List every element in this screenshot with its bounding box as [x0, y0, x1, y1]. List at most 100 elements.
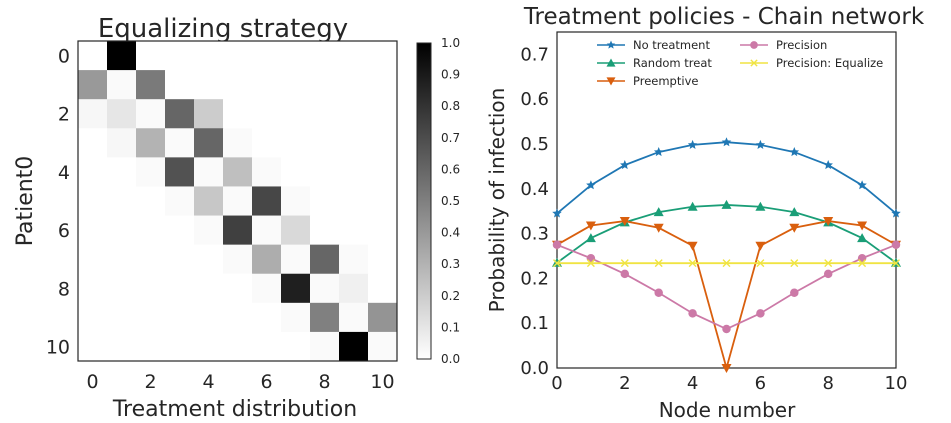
heatmap-cell-8-1	[107, 273, 137, 304]
data-point-marker	[620, 160, 630, 170]
line-chart-x-tick-label: 4	[687, 373, 698, 394]
heatmap-cells	[78, 41, 398, 362]
heatmap-cell-5-3	[165, 186, 195, 216]
legend-label: Preemptive	[633, 74, 698, 88]
data-point-marker	[823, 160, 833, 170]
heatmap-y-tick-label: 6	[58, 220, 70, 242]
heatmap-x-tick-label: 6	[260, 371, 272, 393]
heatmap-cell-2-9	[339, 99, 369, 129]
heatmap-cell-0-7	[281, 41, 311, 71]
data-point-marker	[586, 253, 596, 263]
heatmap-cell-1-10	[368, 70, 398, 100]
heatmap-y-tick-label: 2	[58, 104, 70, 126]
heatmap-cell-1-1	[107, 70, 137, 100]
series-line	[556, 204, 897, 264]
heatmap-title: Equalizing strategy	[98, 14, 348, 44]
colorbar-tick-label: 0.1	[441, 320, 460, 334]
heatmap-cell-5-4	[194, 186, 224, 216]
data-point-marker	[824, 259, 833, 268]
heatmap-cell-6-8	[310, 215, 340, 246]
heatmap-cell-1-0	[78, 70, 108, 100]
data-point-marker	[653, 223, 664, 233]
heatmap-cell-6-0	[78, 215, 108, 246]
data-point-marker	[553, 259, 561, 268]
legend-item: Precision	[740, 38, 827, 52]
heatmap-cell-4-4	[194, 157, 224, 187]
heatmap-cell-3-6	[252, 128, 282, 158]
colorbar-tick-label: 0.9	[441, 68, 460, 82]
heatmap-cell-5-6	[252, 186, 282, 216]
data-point-marker	[688, 259, 697, 268]
heatmap-cell-5-1	[107, 186, 137, 216]
data-point-marker	[620, 259, 629, 268]
data-point-marker	[755, 241, 766, 251]
heatmap-cell-6-2	[136, 215, 166, 246]
line-chart-x-tick-label: 6	[755, 373, 766, 394]
colorbar-tick-label: 0.6	[441, 162, 460, 176]
heatmap-cell-9-3	[165, 302, 195, 333]
heatmap-cell-5-0	[78, 186, 108, 216]
heatmap-cell-3-9	[339, 128, 369, 158]
legend-label: Random treat	[633, 56, 712, 70]
heatmap-cell-8-10	[368, 273, 398, 304]
data-point-marker	[755, 201, 766, 211]
line-chart-x-ticks: 0 2 4 6 8 10	[551, 373, 907, 394]
heatmap-cell-9-1	[107, 302, 137, 333]
heatmap-cell-9-2	[136, 302, 166, 333]
heatmap-cell-9-0	[78, 302, 108, 333]
heatmap-cell-5-9	[339, 186, 369, 216]
heatmap-cell-4-8	[310, 157, 340, 187]
heatmap-cell-1-7	[281, 70, 311, 100]
heatmap-cell-10-4	[194, 331, 224, 362]
heatmap-cell-1-3	[165, 70, 195, 100]
data-point-marker	[823, 269, 833, 279]
heatmap-cell-8-5	[223, 273, 253, 304]
heatmap-x-tick-label: 10	[370, 371, 394, 393]
heatmap-cell-0-4	[194, 41, 224, 71]
line-chart-y-tick-label: 0.1	[520, 313, 549, 334]
heatmap-cell-0-9	[339, 41, 369, 71]
heatmap-cell-10-0	[78, 331, 108, 362]
data-point-marker	[722, 259, 731, 268]
heatmap-cell-8-0	[78, 273, 108, 304]
line-chart-legend: No treatment Random treat Preemptive Precis…	[597, 38, 883, 88]
heatmap-cell-7-3	[165, 244, 195, 275]
heatmap-cell-6-10	[368, 215, 398, 246]
heatmap-cell-7-1	[107, 244, 137, 275]
heatmap-cell-10-5	[223, 331, 253, 362]
data-point-marker	[891, 208, 901, 218]
heatmap-cell-2-5	[223, 99, 253, 129]
line-chart-y-tick-label: 0.3	[520, 224, 549, 245]
series-line	[556, 220, 897, 372]
heatmap-cell-0-5	[223, 41, 253, 71]
heatmap-cell-7-2	[136, 244, 166, 275]
data-point-marker	[653, 207, 664, 217]
heatmap-y-tick-label: 4	[58, 162, 70, 184]
series-no-treatment	[552, 137, 901, 218]
data-point-marker	[586, 180, 596, 190]
heatmap-cell-2-3	[165, 99, 195, 129]
data-point-marker	[688, 309, 697, 318]
heatmap-cell-1-5	[223, 70, 253, 100]
heatmap-x-tick-label: 8	[318, 371, 330, 393]
heatmap-cell-4-7	[281, 157, 311, 187]
heatmap-cell-1-6	[252, 70, 282, 100]
data-point-marker	[653, 147, 664, 157]
heatmap-cell-3-1	[107, 128, 137, 158]
heatmap-cell-8-9	[339, 273, 369, 304]
data-point-marker	[891, 240, 901, 250]
data-point-marker	[857, 253, 867, 263]
data-point-marker	[606, 77, 616, 86]
heatmap-cell-7-7	[281, 244, 311, 275]
heatmap-y-tick-label: 8	[58, 278, 70, 300]
series-line	[556, 243, 897, 331]
heatmap-cell-7-9	[339, 244, 369, 275]
heatmap-y-tick-label: 10	[46, 337, 70, 359]
heatmap-cell-10-1	[107, 331, 137, 362]
data-point-marker	[750, 59, 758, 67]
data-point-marker	[789, 147, 800, 157]
line-chart-title: Treatment policies - Chain network	[523, 4, 925, 30]
heatmap-cell-2-6	[252, 99, 282, 129]
heatmap-cell-8-7	[281, 273, 311, 304]
